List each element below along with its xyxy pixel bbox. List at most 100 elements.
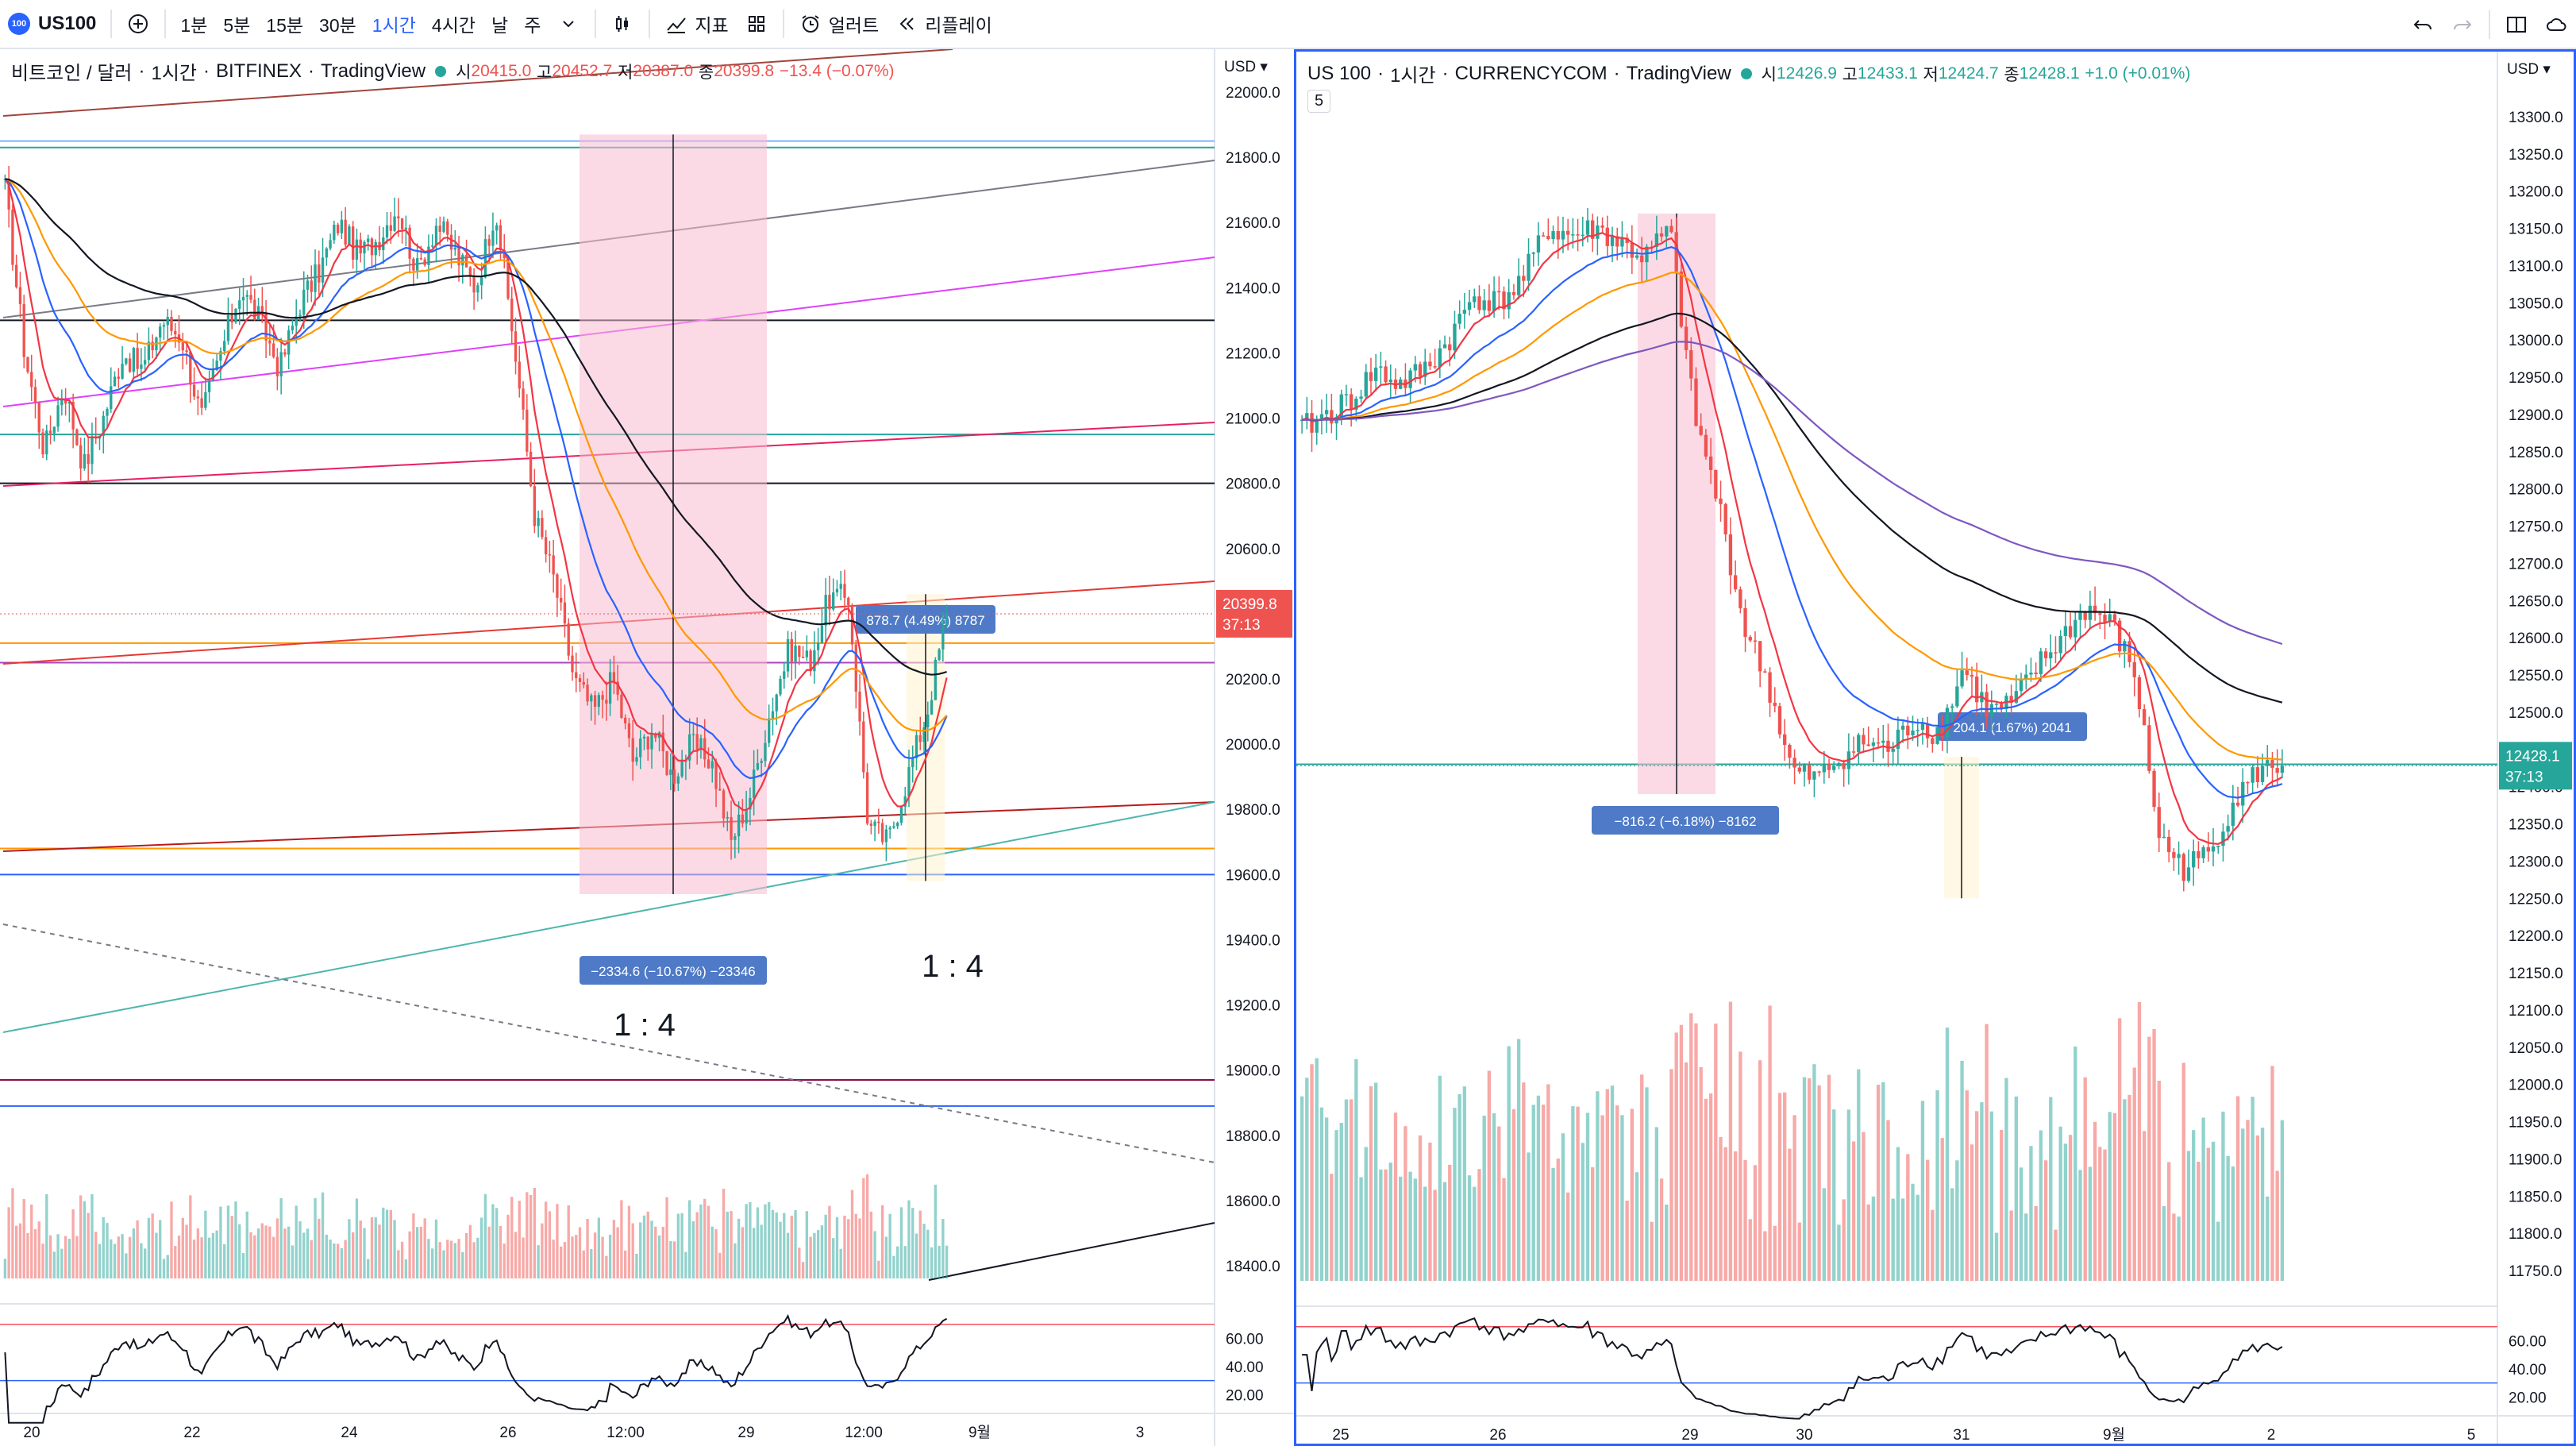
volume-bar xyxy=(809,1236,812,1278)
volume-bar xyxy=(654,1226,657,1278)
indicators-label: 지표 xyxy=(695,15,729,36)
candle-body xyxy=(1743,607,1747,638)
volume-bar xyxy=(605,1255,608,1278)
candle-body xyxy=(1989,704,1993,717)
candle-body xyxy=(639,738,642,758)
volume-bar xyxy=(616,1227,619,1278)
layout-templates-button[interactable] xyxy=(737,0,776,48)
currency-label: USD ▾ xyxy=(2507,61,2551,78)
volume-bar xyxy=(363,1228,366,1278)
candle-body xyxy=(2112,614,2117,621)
btc-change: −13.4 (−0.07%) xyxy=(779,61,895,80)
candle-body xyxy=(541,518,544,538)
candle-body xyxy=(30,372,33,388)
moving-average-line xyxy=(1302,341,2283,646)
volume-bar xyxy=(839,1248,842,1278)
candle-body xyxy=(1965,670,1969,676)
volume-bar xyxy=(1330,1174,1334,1281)
btc-symbol-title[interactable]: 비트코인 / 달러 xyxy=(11,63,133,84)
interval-4h-button[interactable]: 4시간 xyxy=(431,15,476,36)
cloud-save-button[interactable] xyxy=(2536,0,2576,49)
symbol-search-button[interactable]: 100 US100 xyxy=(0,0,104,48)
volume-bar xyxy=(329,1240,332,1278)
replay-button[interactable]: 리플레이 xyxy=(887,0,1000,48)
volume-bar xyxy=(453,1243,456,1278)
chart-type-button[interactable] xyxy=(603,0,642,48)
candle-body xyxy=(1985,692,1989,717)
candle-body xyxy=(529,451,533,487)
candle-body xyxy=(1379,366,1383,368)
volume-bar xyxy=(287,1226,291,1278)
undo-button[interactable] xyxy=(2403,0,2443,49)
layout-select-button[interactable] xyxy=(2497,0,2536,49)
candle-body xyxy=(1581,234,1584,237)
volume-bar xyxy=(291,1245,295,1278)
volume-bar xyxy=(219,1206,222,1278)
volume-bar xyxy=(650,1220,653,1278)
volume-bar xyxy=(1635,1172,1639,1281)
volume-bar xyxy=(1379,1169,1383,1281)
volume-bar xyxy=(2024,1213,2028,1281)
candle-body xyxy=(117,376,120,379)
volume-bar xyxy=(215,1230,218,1278)
candle-body xyxy=(41,432,44,455)
candle-body xyxy=(110,386,113,409)
candle-body xyxy=(2043,651,2048,659)
chart-pane-btcusd[interactable]: USD ▾ 22000.0 21800.0 21600.0 21400.0 21200.0… xyxy=(0,49,1294,1446)
candle-body xyxy=(245,295,248,297)
volume-bar xyxy=(166,1255,169,1278)
alert-button[interactable]: 얼러트 xyxy=(791,0,887,48)
market-status-icon xyxy=(435,65,447,77)
candle-body xyxy=(590,695,593,702)
interval-15m-button[interactable]: 15분 xyxy=(266,15,304,36)
candle-body xyxy=(1556,231,1560,240)
candle-body xyxy=(865,772,869,824)
candle-body xyxy=(669,769,672,775)
candle-body xyxy=(2270,760,2274,769)
candle-body xyxy=(230,314,233,322)
trend-line xyxy=(928,1222,1215,1281)
volume-bar xyxy=(608,1234,612,1278)
candle-body xyxy=(434,226,438,246)
btc-chart-canvas[interactable]: USD ▾ 22000.0 21800.0 21600.0 21400.0 21200.0… xyxy=(0,49,1294,1446)
us100-chart-canvas[interactable]: USD ▾ 13300.0 13250.0 13200.0 13150.0 13100.0… xyxy=(1296,52,2574,1444)
volume-bar xyxy=(1566,1192,1570,1281)
interval-1h-button[interactable]: 1시간 xyxy=(372,15,416,36)
chart-pane-us100[interactable]: USD ▾ 13300.0 13250.0 13200.0 13150.0 13100.0… xyxy=(1294,49,2576,1446)
volume-bar xyxy=(745,1204,748,1278)
volume-bar xyxy=(295,1205,298,1278)
interval-1m-button[interactable]: 1분 xyxy=(180,15,208,36)
volume-bar xyxy=(1689,1013,1693,1281)
volume-bar xyxy=(2186,1151,2191,1281)
redo-button[interactable] xyxy=(2443,0,2482,49)
interval-30m-button[interactable]: 30분 xyxy=(319,15,356,36)
candle-body xyxy=(691,734,695,735)
candle-body xyxy=(1950,706,1954,708)
volume-bar xyxy=(7,1207,10,1278)
candle-body xyxy=(756,762,760,770)
volume-bar xyxy=(1344,1099,1349,1281)
indicators-button[interactable]: 지표 xyxy=(657,0,736,48)
candle-body xyxy=(1679,271,1684,327)
interval-week-button[interactable]: 주 xyxy=(524,15,541,36)
volume-bar xyxy=(442,1250,445,1278)
volume-ma-legend[interactable]: 5 xyxy=(1307,90,1331,113)
interval-dropdown-button[interactable] xyxy=(549,0,588,48)
compare-add-button[interactable] xyxy=(118,0,158,48)
candle-body xyxy=(291,326,295,330)
volume-bar xyxy=(94,1232,98,1278)
volume-bar xyxy=(2127,1094,2131,1281)
volume-bar xyxy=(355,1198,359,1278)
interval-5m-button[interactable]: 5분 xyxy=(223,15,251,36)
volume-bar xyxy=(1920,1101,1925,1281)
candle-body xyxy=(737,814,741,837)
volume-bar xyxy=(268,1226,271,1278)
volume-bar xyxy=(446,1240,449,1278)
last-price-badge xyxy=(2499,742,2572,790)
interval-day-button[interactable]: 날 xyxy=(491,15,509,36)
volume-bar xyxy=(2029,1146,2033,1281)
volume-bar xyxy=(1334,1130,1338,1281)
volume-bar xyxy=(159,1220,162,1278)
us100-symbol-title[interactable]: US 100 xyxy=(1307,62,1372,84)
volume-bar xyxy=(1315,1058,1319,1281)
